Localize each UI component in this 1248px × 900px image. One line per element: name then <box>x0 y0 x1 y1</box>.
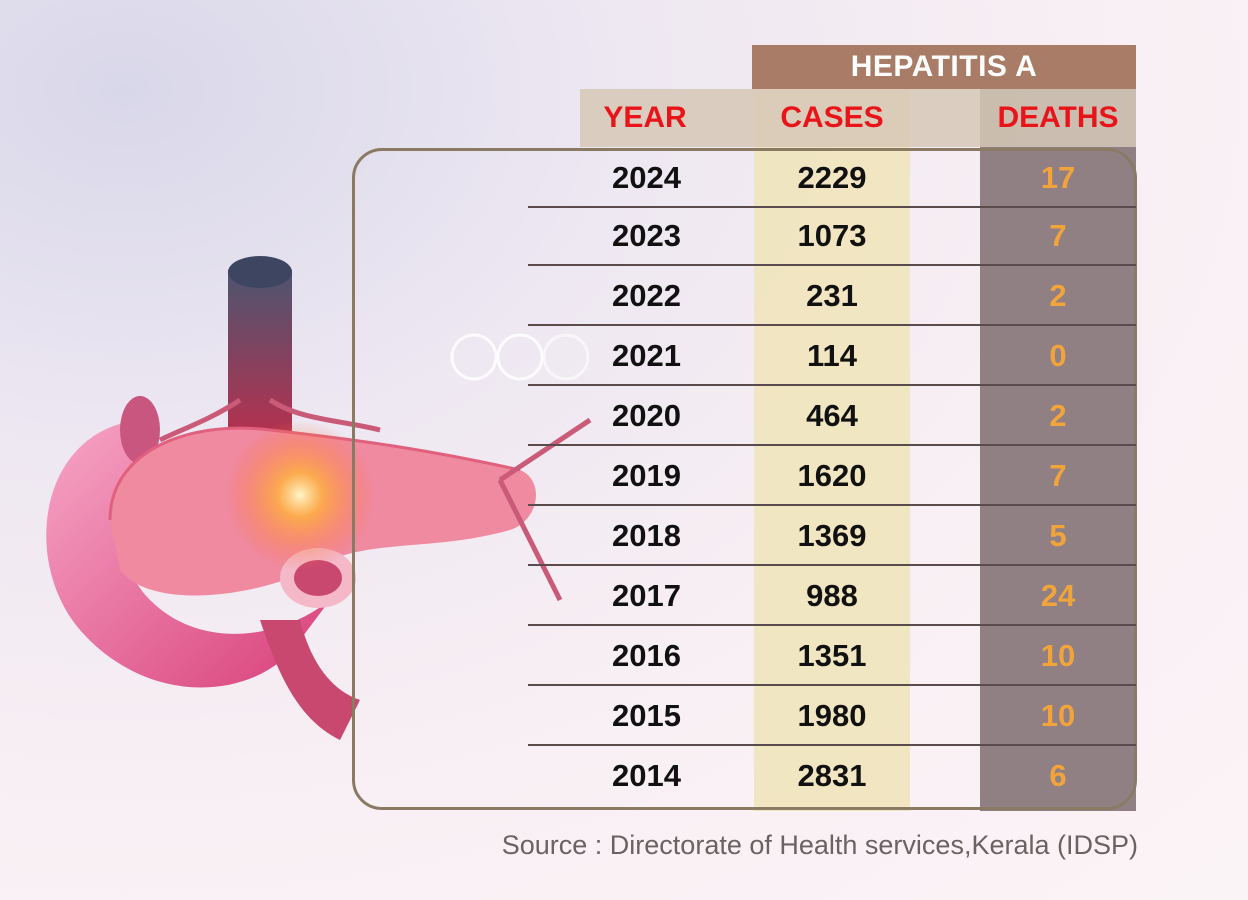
data-table: 2024 2229 17 2023 1073 7 2022 231 2 2021 114 0 2020 4… <box>528 148 1136 808</box>
year-cell: 2021 <box>612 338 681 373</box>
row-divider <box>528 684 1136 686</box>
cases-cell: 988 <box>806 578 858 613</box>
row-divider <box>528 624 1136 626</box>
cases-cell: 114 <box>806 338 857 373</box>
cases-cell: 2831 <box>797 758 867 793</box>
deaths-cell: 2 <box>1049 398 1067 433</box>
deaths-cell: 17 <box>1040 160 1076 195</box>
column-header-row <box>580 89 1136 147</box>
deaths-cell: 24 <box>1040 578 1076 613</box>
deaths-cell: 6 <box>1049 758 1067 793</box>
source-note: Source : Directorate of Health services,… <box>501 830 1138 860</box>
cases-cell: 2229 <box>797 160 867 195</box>
year-cell: 2024 <box>612 160 681 195</box>
column-header-deaths: DEATHS <box>997 101 1119 134</box>
cases-cell: 1620 <box>797 458 867 493</box>
table-title: HEPATITIS A <box>752 45 1136 89</box>
row-divider <box>528 384 1136 386</box>
deaths-cell: 0 <box>1049 338 1067 373</box>
year-cell: 2020 <box>612 398 681 433</box>
table-row: 2019 1620 7 <box>528 446 1136 506</box>
cases-cell: 1980 <box>797 698 867 733</box>
table-row: 2017 988 24 <box>528 566 1136 626</box>
year-cell: 2018 <box>612 518 681 553</box>
cases-cell: 1369 <box>797 518 867 553</box>
row-divider <box>528 744 1136 746</box>
year-cell: 2014 <box>612 758 681 793</box>
deaths-cell: 10 <box>1040 638 1076 673</box>
table-row: 2015 1980 10 <box>528 686 1136 746</box>
deaths-cell: 7 <box>1049 458 1067 493</box>
year-cell: 2019 <box>612 458 681 493</box>
cases-column-background <box>754 89 910 811</box>
deaths-cell: 7 <box>1049 218 1067 253</box>
row-divider <box>528 564 1136 566</box>
table-row: 2014 2831 6 <box>528 746 1136 806</box>
table-row: 2016 1351 10 <box>528 626 1136 686</box>
cases-cell: 464 <box>806 398 858 433</box>
row-divider <box>528 264 1136 266</box>
row-divider <box>528 444 1136 446</box>
table-row: 2021 114 0 <box>528 326 1136 386</box>
year-cell: 2017 <box>612 578 681 613</box>
year-cell: 2023 <box>612 218 681 253</box>
row-divider <box>528 504 1136 506</box>
deaths-column-background <box>980 89 1136 811</box>
table-row: 2022 231 2 <box>528 266 1136 326</box>
deaths-cell: 5 <box>1049 518 1067 553</box>
year-cell: 2022 <box>612 278 681 313</box>
column-header-year: YEAR <box>603 101 687 134</box>
table-row: 2020 464 2 <box>528 386 1136 446</box>
deaths-cell: 10 <box>1040 698 1076 733</box>
column-header-cases: CASES <box>780 101 884 134</box>
table-row: 2024 2229 17 <box>528 148 1136 208</box>
row-divider <box>528 324 1136 326</box>
row-divider <box>528 206 1136 208</box>
table-row: 2018 1369 5 <box>528 506 1136 566</box>
cases-cell: 231 <box>806 278 858 313</box>
cases-cell: 1073 <box>797 218 867 253</box>
year-cell: 2015 <box>612 698 681 733</box>
year-cell: 2016 <box>612 638 681 673</box>
table-row: 2023 1073 7 <box>528 206 1136 266</box>
cases-cell: 1351 <box>797 638 867 673</box>
deaths-cell: 2 <box>1049 278 1067 313</box>
